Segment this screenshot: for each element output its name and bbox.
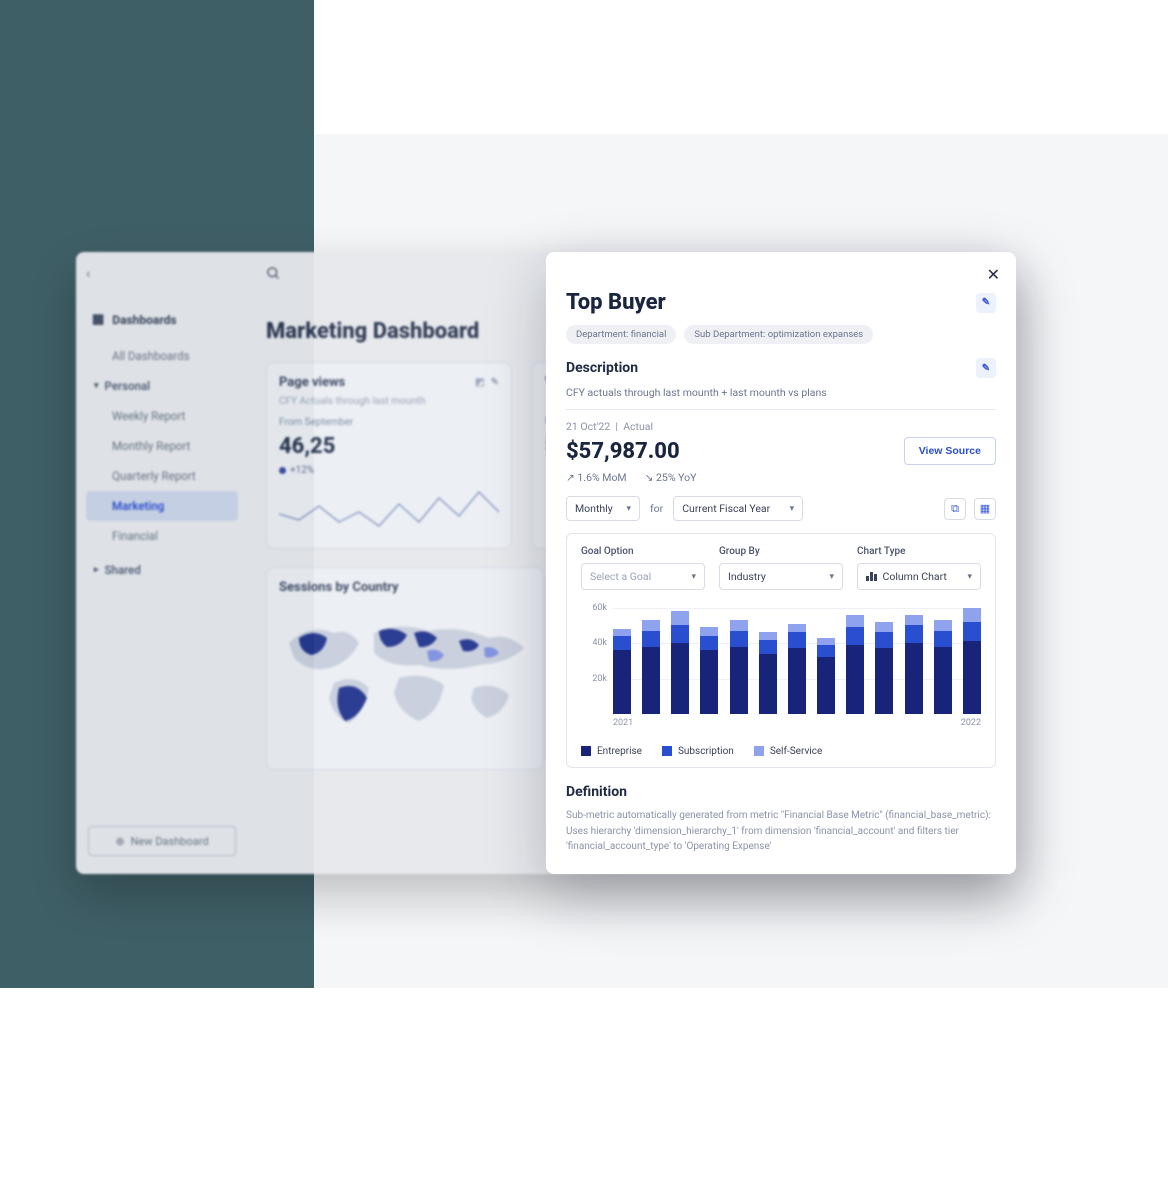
divider [566, 409, 996, 410]
chart-bar[interactable] [642, 620, 660, 714]
chart-bar[interactable] [934, 620, 952, 714]
delta-yoy: 25% YoY [645, 471, 697, 484]
grid-icon: ▦ [92, 312, 104, 327]
date-actual-line: 21 Oct'22 | Actual [566, 420, 996, 433]
for-label: for [650, 502, 663, 515]
page-views-card[interactable]: Page views ◩ ✎ CFY Actuals through last … [266, 362, 512, 549]
chevron-down-icon: ▾ [94, 381, 99, 391]
chart-bar[interactable] [817, 638, 835, 714]
tag-department[interactable]: Department: financial [566, 325, 676, 344]
pencil-icon: ✎ [982, 363, 990, 374]
column-chart: 20k40k60k 2021 2022 [581, 604, 981, 734]
chart-type-dropdown[interactable]: Column Chart ▾ [857, 563, 981, 590]
chart-bar[interactable] [846, 615, 864, 714]
sidebar-item-marketing[interactable]: Marketing [86, 491, 238, 521]
definition-text: Sub-metric automatically generated from … [566, 808, 996, 855]
chart-bar[interactable] [700, 627, 718, 714]
description-heading: Description [566, 360, 638, 376]
goal-dropdown[interactable]: Select a Goal▾ [581, 563, 705, 590]
x-start: 2021 [613, 718, 633, 734]
description-text: CFY actuals through last mounth + last m… [566, 386, 996, 399]
sparkline-chart [279, 486, 499, 532]
back-icon[interactable]: ‹ [86, 266, 90, 282]
sidebar-item-all[interactable]: All Dashboards [86, 341, 238, 371]
close-icon[interactable]: ✕ [987, 265, 1000, 284]
card-value: 46,25 [279, 434, 499, 459]
card-title: Page views [279, 375, 345, 390]
copy-icon[interactable]: ⧉ [944, 498, 966, 520]
sidebar-item-quarterly-report[interactable]: Quarterly Report [86, 461, 238, 491]
filter-row: Monthly▾ for Current Fiscal Year▾ ⧉ ▦ [566, 496, 996, 521]
group-by-label: Group By [719, 546, 843, 557]
chart-bar[interactable] [875, 622, 893, 714]
search-icon[interactable] [266, 267, 281, 285]
legend-self-service: Self-Service [754, 746, 822, 757]
world-map [279, 603, 531, 757]
chevron-down-icon: ▾ [691, 572, 696, 582]
view-source-button[interactable]: View Source [904, 437, 996, 465]
tag-subdepartment[interactable]: Sub Department: optimization expanses [684, 325, 873, 344]
column-chart-icon [866, 572, 877, 581]
chart-bar[interactable] [759, 632, 777, 714]
metric-detail-panel: ✕ Top Buyer ✎ Department: financial Sub … [546, 252, 1016, 874]
definition-heading: Definition [566, 784, 996, 800]
chevron-down-icon: ▾ [967, 572, 972, 582]
edit-title-button[interactable]: ✎ [976, 293, 996, 313]
card-from: From September [279, 417, 499, 428]
sidebar-item-monthly-report[interactable]: Monthly Report [86, 431, 238, 461]
chart-card: Goal Option Select a Goal▾ Group By Indu… [566, 533, 996, 768]
sidebar-group-shared[interactable]: ▸ Shared [86, 555, 238, 585]
delta-row: 1.6% MoM 25% YoY [566, 471, 996, 484]
chart-bar[interactable] [963, 608, 981, 714]
chart-legend: Entreprise Subscription Self-Service [581, 746, 981, 757]
sidebar-item-financial[interactable]: Financial [86, 521, 238, 551]
metric-amount: $57,987.00 [566, 439, 680, 464]
chart-bar[interactable] [788, 624, 806, 714]
plus-icon: ⊕ [115, 835, 124, 848]
goal-option-label: Goal Option [581, 546, 705, 557]
chart-bar[interactable] [613, 629, 631, 714]
group-by-dropdown[interactable]: Industry▾ [719, 563, 843, 590]
edit-icon[interactable]: ✎ [491, 377, 499, 388]
chart-bar[interactable] [905, 615, 923, 714]
range-dropdown[interactable]: Current Fiscal Year▾ [673, 496, 803, 521]
sessions-title: Sessions by Country [279, 580, 399, 595]
panel-title: Top Buyer [566, 290, 666, 315]
sidebar-section-label: Dashboards [112, 313, 176, 327]
chevron-right-icon: ▸ [94, 565, 99, 575]
card-delta: +12% [279, 465, 499, 476]
card-subtitle: CFY Actuals through last mounth [279, 396, 499, 407]
period-dropdown[interactable]: Monthly▾ [566, 496, 640, 521]
chevron-down-icon: ▾ [790, 504, 795, 514]
calendar-icon[interactable]: ▦ [974, 498, 996, 520]
sidebar-section-dashboards[interactable]: ▦ Dashboards [92, 312, 238, 327]
pin-icon[interactable]: ◩ [475, 377, 484, 388]
sessions-card[interactable]: Sessions by Country [266, 567, 544, 770]
legend-enterprise: Entreprise [581, 746, 642, 757]
legend-subscription: Subscription [662, 746, 734, 757]
chart-bar[interactable] [671, 611, 689, 714]
x-end: 2022 [961, 718, 981, 734]
new-dashboard-button[interactable]: ⊕ New Dashboard [88, 826, 236, 856]
delta-mom: 1.6% MoM [566, 471, 627, 484]
tag-row: Department: financial Sub Department: op… [566, 325, 996, 344]
pencil-icon: ✎ [982, 297, 990, 308]
chevron-down-icon: ▾ [626, 504, 631, 514]
edit-description-button[interactable]: ✎ [976, 358, 996, 378]
sidebar-group-personal[interactable]: ▾ Personal [86, 371, 238, 401]
chart-type-label: Chart Type [857, 546, 981, 557]
sidebar-item-weekly-report[interactable]: Weekly Report [86, 401, 238, 431]
chart-bar[interactable] [730, 620, 748, 714]
sidebar: ‹ ▦ Dashboards All Dashboards ▾ Personal… [76, 252, 248, 874]
chevron-down-icon: ▾ [829, 572, 834, 582]
